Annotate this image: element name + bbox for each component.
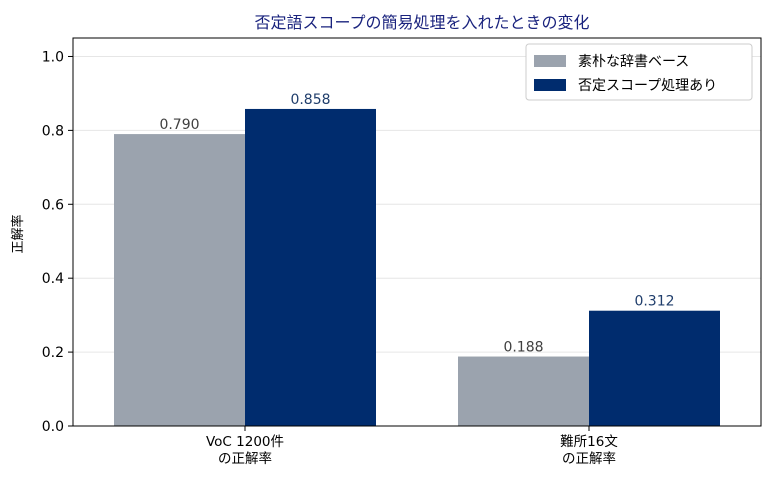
legend-box [525,43,753,101]
bar [245,108,376,426]
bar [114,134,245,427]
y-axis-ticks: 0.0 0.2 0.4 0.6 0.8 1.0 [42,49,73,435]
y-tick-label: 0.0 [42,419,64,435]
data-label: 0.312 [634,294,674,310]
bar [458,356,589,426]
chart-title: 否定語スコープの簡易処理を入れたときの変化 [254,13,589,32]
x-tick-label: の正解率 [562,450,616,467]
bar [589,310,720,426]
bars [114,108,720,427]
legend-swatch [534,79,566,91]
x-tick-label: VoC 1200件 [206,434,284,450]
data-label: 0.188 [503,340,543,356]
y-tick-label: 1.0 [42,49,64,65]
y-tick-label: 0.8 [42,123,64,139]
y-axis-label: 正解率 [10,214,26,253]
legend-swatch [534,55,566,67]
legend-label: 素朴な辞書ベース [578,54,689,70]
y-tick-label: 0.4 [42,271,64,287]
legend-label: 否定スコープ処理あり [578,78,717,94]
plot-frame [72,37,762,427]
x-tick-label: の正解率 [218,450,272,467]
data-labels: 0.790 0.858 0.188 0.312 [159,92,674,356]
x-tick-label: 難所16文 [560,434,618,450]
data-label: 0.858 [290,92,330,108]
y-tick-label: 0.2 [42,345,64,361]
data-label: 0.790 [159,117,199,133]
y-tick-label: 0.6 [42,197,64,213]
